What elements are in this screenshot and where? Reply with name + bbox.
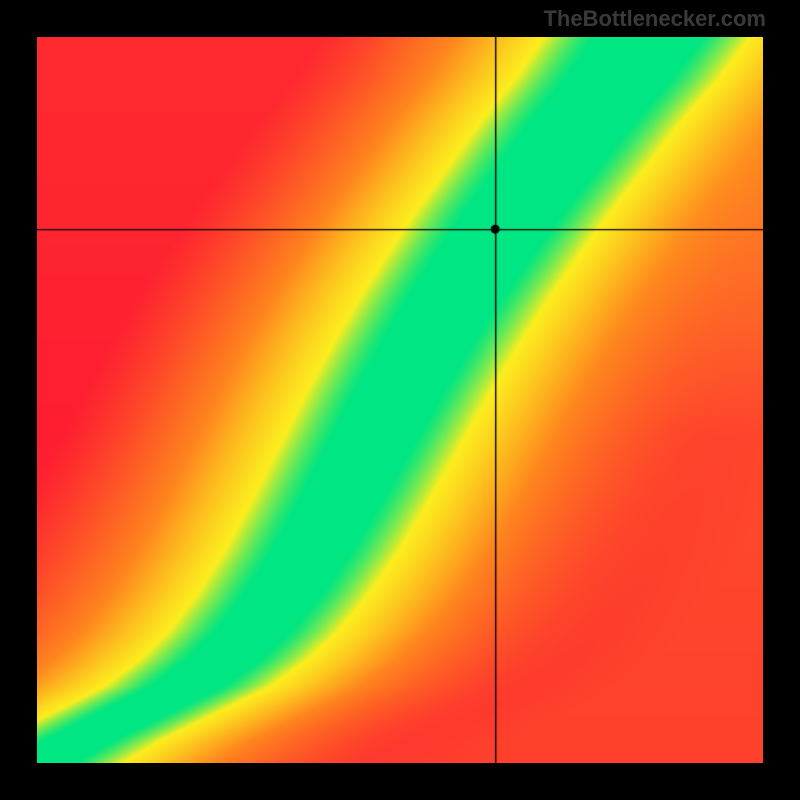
chart-container: { "chart": { "type": "heatmap", "outer_w… <box>0 0 800 800</box>
heatmap-canvas <box>37 37 763 763</box>
watermark-label: TheBottlenecker.com <box>543 6 766 32</box>
